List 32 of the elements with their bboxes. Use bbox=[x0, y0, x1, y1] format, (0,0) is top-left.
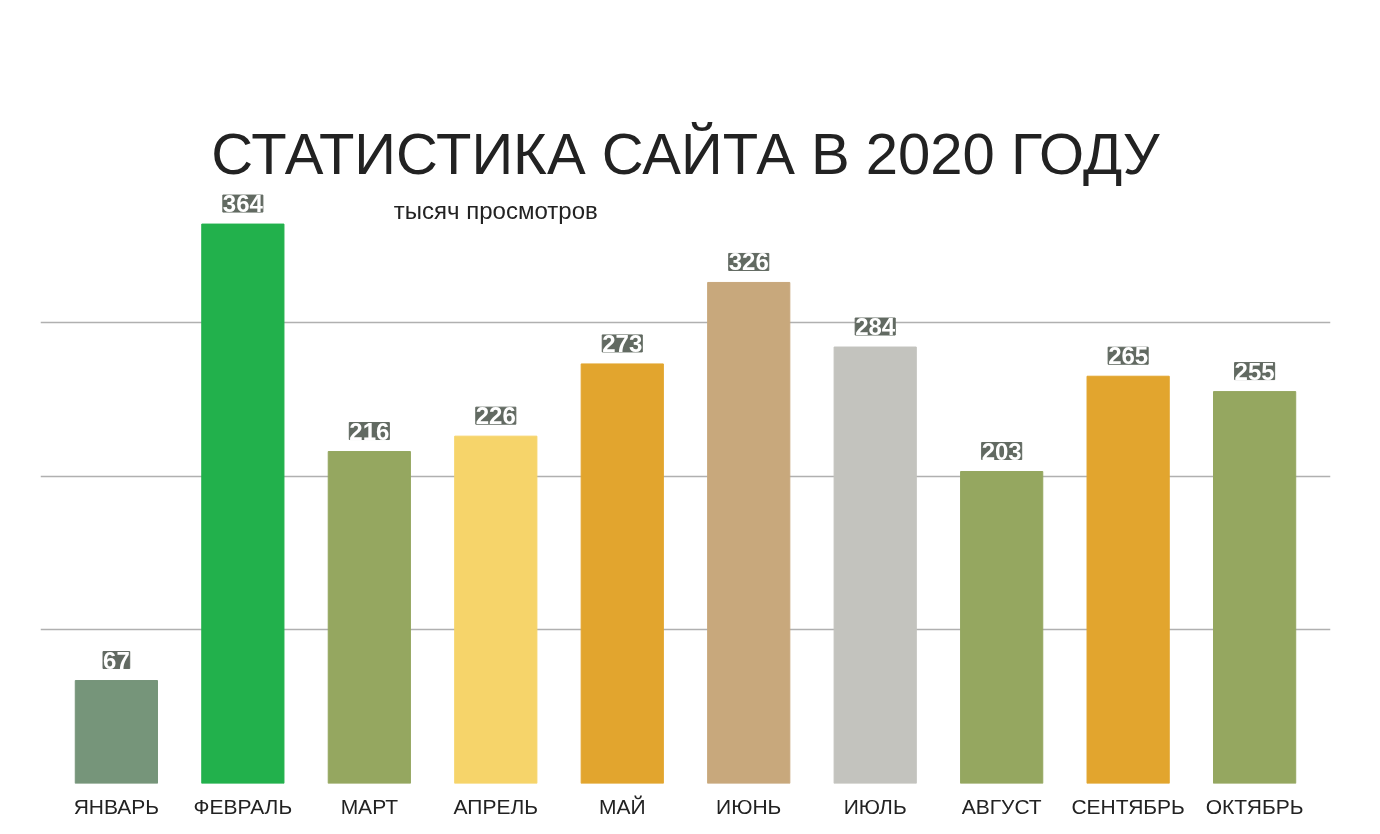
data-label: 216 bbox=[349, 417, 390, 445]
x-tick-label: МАРТ bbox=[340, 794, 399, 818]
bar bbox=[580, 363, 664, 784]
x-tick-label: СЕНТЯБРЬ bbox=[1071, 794, 1185, 818]
x-tick-label: МАЙ bbox=[598, 794, 646, 818]
bar bbox=[1086, 375, 1170, 784]
bar bbox=[833, 346, 917, 784]
bar bbox=[960, 471, 1044, 784]
data-label: 265 bbox=[1108, 342, 1149, 370]
data-label: 226 bbox=[475, 402, 516, 430]
bar bbox=[74, 680, 158, 784]
x-tick-label: ИЮНЬ bbox=[716, 794, 782, 818]
data-label: 273 bbox=[602, 329, 643, 357]
data-label: 203 bbox=[981, 437, 1022, 465]
x-tick-label: ЯНВАРЬ bbox=[73, 794, 160, 818]
data-label: 67 bbox=[103, 646, 130, 674]
x-tick-label: АПРЕЛЬ bbox=[453, 794, 539, 818]
x-tick-label: ИЮЛЬ bbox=[843, 794, 907, 818]
data-label: 326 bbox=[728, 248, 769, 276]
bar bbox=[201, 223, 285, 784]
bar bbox=[454, 435, 538, 784]
y-axis-title: тысяч просмотров bbox=[393, 197, 598, 225]
x-tick-label: ФЕВРАЛЬ bbox=[193, 794, 293, 818]
data-label: 284 bbox=[855, 313, 896, 341]
bar bbox=[707, 281, 791, 784]
x-tick-label: ОКТЯБРЬ bbox=[1205, 794, 1304, 818]
data-label: 255 bbox=[1234, 357, 1275, 385]
data-label: 364 bbox=[222, 190, 264, 218]
x-tick-label: АВГУСТ bbox=[961, 794, 1042, 818]
bar bbox=[1213, 391, 1297, 784]
chart-title: СТАТИСТИКА САЙТА В 2020 ГОДУ bbox=[211, 120, 1161, 186]
bar bbox=[327, 451, 411, 784]
